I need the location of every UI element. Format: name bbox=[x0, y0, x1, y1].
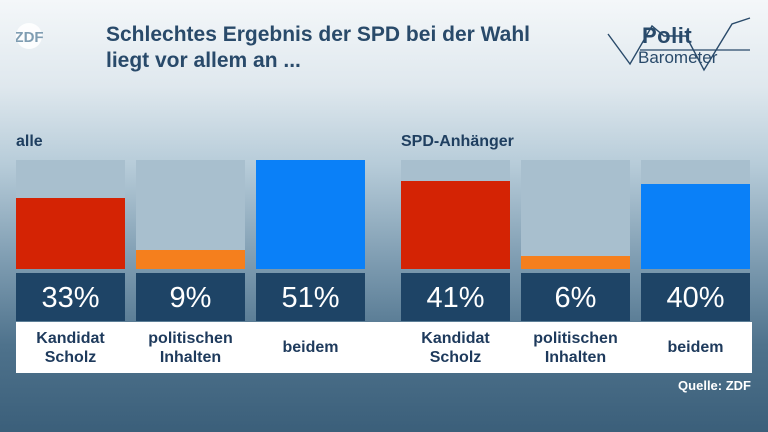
chart-title-line-1: Schlechtes Ergebnis der SPD bei der Wahl bbox=[106, 23, 531, 46]
bar-track-1-2 bbox=[136, 160, 245, 269]
politbarometer-logo: Polit Barometer bbox=[600, 14, 760, 74]
category-label-2-3: beidem bbox=[641, 322, 750, 373]
category-label-text: Kandidat Scholz bbox=[36, 329, 105, 366]
category-label-text: Kandidat Scholz bbox=[421, 329, 490, 366]
politbarometer-zigzag-icon bbox=[607, 17, 751, 72]
category-label-1-3: beidem bbox=[256, 322, 365, 373]
category-label-text: beidem bbox=[667, 339, 724, 356]
category-label-2-2: politischen Inhalten bbox=[521, 322, 630, 373]
bar-track-2-2 bbox=[521, 160, 630, 269]
bar-track-2-1 bbox=[401, 160, 510, 269]
bar-fill-2-3 bbox=[641, 184, 750, 269]
bar-fill-1-1 bbox=[16, 198, 125, 269]
value-label-1-3: 51% bbox=[256, 273, 365, 321]
category-label-2-1: Kandidat Scholz bbox=[401, 322, 510, 373]
bar-fill-2-2 bbox=[521, 256, 630, 269]
source-note: Quelle: ZDF bbox=[678, 378, 751, 393]
category-label-1-2: politischen Inhalten bbox=[136, 322, 245, 373]
category-label-text: politischen Inhalten bbox=[148, 329, 233, 366]
brand-barometer: Barometer bbox=[638, 48, 718, 67]
category-label-text: politischen Inhalten bbox=[533, 329, 618, 366]
bar-track-2-3 bbox=[641, 160, 750, 269]
chart-title: Schlechtes Ergebnis der SPD bei der Wahl… bbox=[106, 22, 576, 74]
value-label-1-2: 9% bbox=[136, 273, 245, 321]
value-label-1-1: 33% bbox=[16, 273, 125, 321]
group-label-spd: SPD-Anhänger bbox=[401, 133, 514, 150]
bar-track-1-3 bbox=[256, 160, 365, 269]
value-label-2-1: 41% bbox=[401, 273, 510, 321]
bar-fill-1-3 bbox=[256, 160, 365, 269]
category-label-strip bbox=[16, 322, 752, 373]
category-label-text: beidem bbox=[282, 339, 339, 356]
value-label-2-2: 6% bbox=[521, 273, 630, 321]
bar-fill-2-1 bbox=[401, 181, 510, 269]
category-label-1-1: Kandidat Scholz bbox=[16, 322, 125, 373]
bar-fill-1-2 bbox=[136, 250, 245, 269]
zdf-logo-icon: ZDF bbox=[16, 23, 44, 49]
group-label-alle: alle bbox=[16, 133, 43, 150]
brand-polit: Polit bbox=[642, 23, 693, 48]
zdf-logo-text: ZDF bbox=[16, 29, 44, 46]
value-label-2-3: 40% bbox=[641, 273, 750, 321]
chart-title-line-2: liegt vor allem an ... bbox=[106, 49, 301, 72]
bar-track-1-1 bbox=[16, 160, 125, 269]
